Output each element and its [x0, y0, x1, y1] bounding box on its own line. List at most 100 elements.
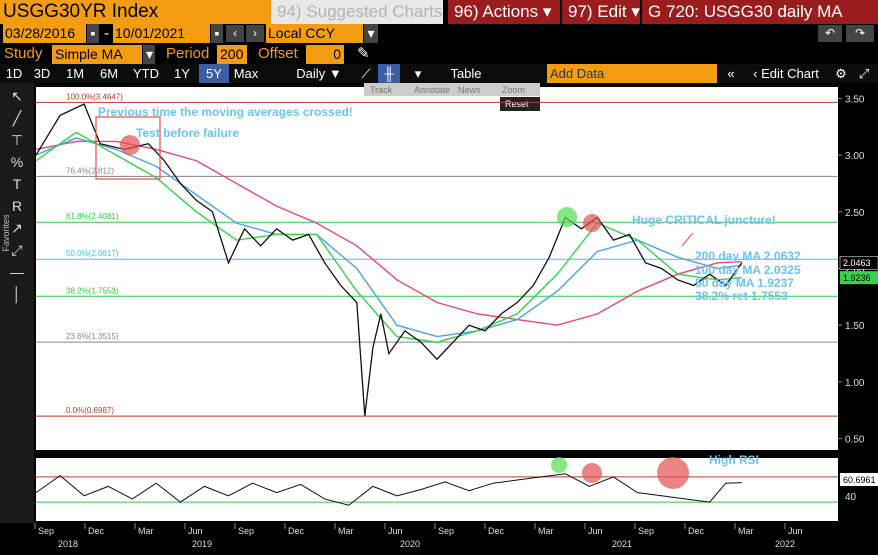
channel-icon: ⤢ [11, 242, 22, 258]
x-month-label: Jun [588, 526, 603, 536]
actions-label: 96) Actions [454, 2, 539, 21]
next-arrow-icon[interactable]: › [246, 25, 264, 42]
marker-circle-green [557, 207, 577, 227]
series-50-day-ma [35, 131, 742, 343]
range-button-1d[interactable]: 1D [5, 66, 23, 81]
range-button-5y[interactable]: 5Y [199, 64, 229, 83]
x-month-label: Mar [538, 526, 554, 536]
y-tick-label: 2.50 [845, 208, 865, 219]
reset-button [500, 97, 540, 111]
edit-label: 97) Edit [568, 2, 627, 21]
suggested-charts-menu[interactable]: 94) Suggested Charts [271, 0, 443, 24]
vertical-line-icon: │ [13, 286, 22, 304]
range-button-3d[interactable]: 3D [33, 66, 51, 81]
range-toolbar: Daily ▼ ⟋ ╫ ▾ Table Add Data « ‹ Edit Ch… [0, 64, 878, 83]
annotation-ma50: 50 day MA 1.9237 [695, 276, 794, 290]
calendar-icon[interactable]: ▪ [87, 24, 99, 43]
range-button-6m[interactable]: 6M [99, 66, 119, 81]
ticker-field[interactable]: USGG30YR Index [0, 0, 271, 24]
actions-menu[interactable]: 96) Actions ▾ [448, 0, 560, 24]
edit-menu[interactable]: 97) Edit ▾ [562, 0, 640, 24]
x-month-label: Sep [38, 526, 54, 536]
calendar-icon[interactable]: ▪ [211, 24, 223, 43]
rsi-line [35, 473, 742, 506]
rsi-marker-red-large [657, 457, 689, 489]
redo-icon[interactable]: ↷ [846, 25, 874, 42]
study-select[interactable]: Simple MA [52, 45, 142, 64]
annotation-ret: 38.2% ret 1.7553 [695, 289, 788, 303]
rsi-marker-green [551, 457, 567, 473]
fib-label: 23.6%(1.3515) [66, 332, 119, 341]
x-month-label: Mar [738, 526, 754, 536]
cursor-icon: ↖ [11, 88, 23, 104]
x-month-label: Sep [238, 526, 254, 536]
horizontal-line-icon: — [10, 264, 24, 280]
x-month-label: Mar [338, 526, 354, 536]
edit-chart-label: Edit Chart [761, 66, 819, 81]
start-date-input[interactable]: 03/28/2016 [3, 24, 86, 43]
rsi-value-label: 60.6961 [843, 475, 876, 485]
chevron-down-icon[interactable]: ▾ [143, 45, 155, 64]
rsi-tick-label: 40 [845, 492, 857, 503]
end-date-input[interactable]: 10/01/2021 [113, 24, 210, 43]
currency-select[interactable]: Local CCY [266, 24, 363, 43]
study-bar: Study Simple MA ▾ Period 200 Offset 0 ✎ [0, 43, 878, 64]
reset-label: Reset [505, 99, 529, 109]
offset-input[interactable]: 0 [306, 45, 344, 64]
y-tick-label: 3.00 [845, 151, 865, 162]
x-month-label: Jun [788, 526, 803, 536]
range-button-1m[interactable]: 1M [65, 66, 85, 81]
line-chart-icon[interactable]: ⟋ [361, 66, 371, 81]
pencil-icon[interactable]: ✎ [357, 45, 370, 62]
date-range-bar: 03/28/2016 ▪ - 10/01/2021 ▪ ‹ › Local CC… [0, 24, 878, 43]
x-month-label: Jun [388, 526, 403, 536]
edit-chart-button[interactable]: ‹ Edit Chart [744, 64, 828, 83]
frequency-select[interactable]: Daily ▼ [290, 64, 348, 83]
gear-icon[interactable]: ⚙ [835, 66, 847, 81]
candlestick-icon[interactable]: ╫ [378, 64, 400, 83]
offset-label: Offset [258, 45, 298, 62]
plot-background [36, 87, 838, 450]
range-button-max[interactable]: Max [233, 66, 259, 81]
subtool-zoom: Zoom [502, 85, 525, 95]
fib-label: 38.2%(1.7553) [66, 286, 119, 295]
chevron-down-icon[interactable]: ▾ [414, 66, 422, 81]
x-month-label: Dec [88, 526, 105, 536]
x-month-label: Dec [288, 526, 305, 536]
last-price-label: 2.0463 [843, 258, 871, 268]
rsi-marker-red [582, 463, 602, 483]
y-tick-label: 3.50 [845, 94, 865, 105]
marker-circle-red [120, 135, 140, 155]
rsi-value-tag [840, 473, 878, 486]
chevron-down-icon: ▾ [631, 2, 640, 21]
crossover-box [95, 116, 161, 180]
x-year-label: 2020 [400, 539, 420, 549]
study-label: Study [4, 45, 43, 62]
prev-arrow-icon[interactable]: ‹ [226, 25, 244, 42]
undo-icon[interactable]: ↶ [818, 25, 842, 42]
x-year-label: 2019 [192, 539, 212, 549]
fib-icon: ⊤ [11, 132, 23, 148]
annotation-prev-cross: Previous time the moving averages crosse… [98, 105, 353, 119]
table-button[interactable]: Table [450, 66, 482, 81]
y-tick-label: 2.00 [845, 265, 865, 276]
range-button-ytd[interactable]: YTD [133, 66, 159, 81]
range-button-1y[interactable]: 1Y [174, 66, 190, 81]
trend-line-icon: ↗ [11, 220, 23, 236]
x-month-label: Jun [188, 526, 203, 536]
series-200-day-ma [35, 140, 742, 326]
subtool-news: News [458, 85, 481, 95]
text-icon: T [13, 176, 22, 192]
x-month-label: Dec [688, 526, 705, 536]
x-year-label: 2018 [58, 539, 78, 549]
annotation-arrow [681, 232, 694, 247]
drawing-tools-panel [0, 83, 34, 533]
period-input[interactable]: 200 [217, 45, 247, 64]
chevron-down-icon[interactable]: ▾ [364, 24, 378, 43]
series-usgg30yr [35, 103, 743, 417]
add-data-input[interactable]: Add Data [547, 64, 717, 83]
y-axis-bg [838, 83, 878, 533]
x-axis-bg [0, 523, 878, 550]
collapse-icon[interactable]: « [727, 66, 735, 81]
expand-icon[interactable]: ⤢ [858, 66, 870, 81]
